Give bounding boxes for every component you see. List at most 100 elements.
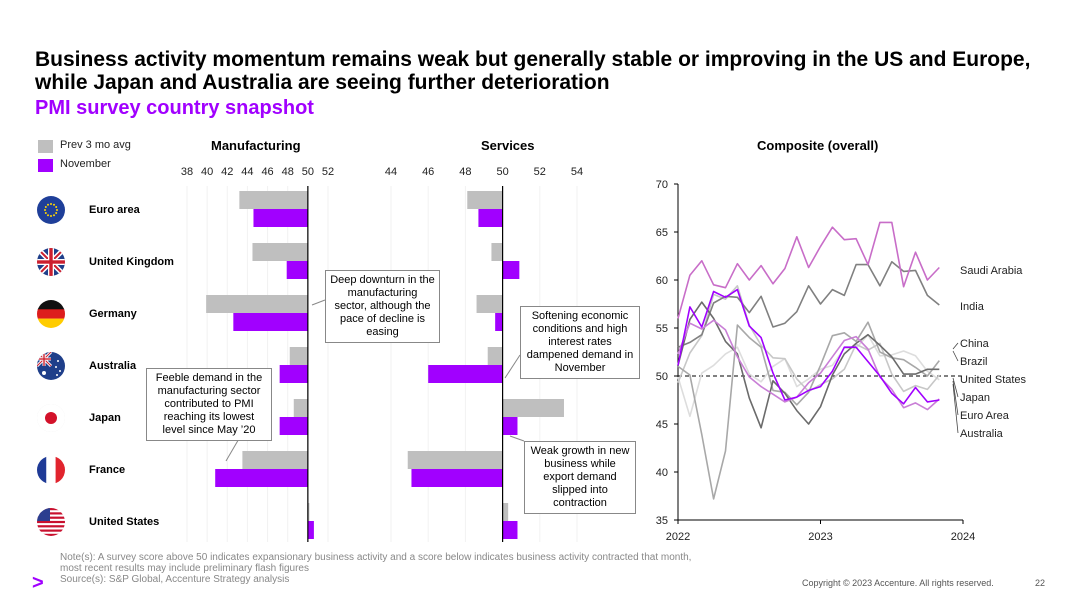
services-tick-label: 52 (534, 166, 546, 178)
manufacturing-tick-label: 50 (302, 166, 314, 178)
services-bar-november (428, 365, 503, 383)
footer-note: Note(s): A survey score above 50 indicat… (60, 552, 691, 585)
manufacturing-bar-november (279, 365, 308, 383)
composite-series-label: Brazil (960, 356, 988, 368)
services-bar-prev (476, 295, 503, 313)
services-bar-prev (491, 243, 503, 261)
composite-series-label: Japan (960, 392, 990, 404)
composite-title: Composite (overall) (757, 138, 879, 153)
services-tick-label: 48 (459, 166, 471, 178)
country-label-japan: Japan (89, 412, 121, 424)
composite-label-leader (952, 377, 959, 398)
accenture-logo: > (32, 572, 44, 594)
manufacturing-bar-prev (239, 191, 308, 209)
services-tick-label: 50 (496, 166, 508, 178)
services-bar-november (411, 469, 503, 487)
services-tick-label: 46 (422, 166, 434, 178)
services-bar-prev (407, 451, 503, 469)
composite-series-label: Saudi Arabia (960, 265, 1023, 277)
composite-x-tick-label: 2024 (951, 531, 975, 543)
us-flag-icon (37, 508, 65, 536)
services-bar-november (502, 521, 518, 539)
manufacturing-tick-label: 42 (221, 166, 233, 178)
germany-flag-icon (37, 300, 65, 328)
footer-note-line1: Note(s): A survey score above 50 indicat… (60, 552, 692, 563)
services-tick-label: 44 (385, 166, 397, 178)
country-label-france: France (89, 464, 126, 476)
legend-prev-label: Prev 3 mo avg (60, 139, 131, 151)
country-label-us: United States (89, 516, 160, 528)
manufacturing-bar-prev (293, 399, 308, 417)
composite-series-united-states (677, 301, 940, 429)
eu-flag-icon (37, 196, 65, 224)
composite-series-label: India (960, 301, 985, 313)
composite-series-japan (677, 333, 940, 418)
composite-series-label: Euro Area (960, 410, 1010, 422)
composite-series-brazil (677, 284, 940, 393)
services-bar-november (502, 261, 520, 279)
manufacturing-bar-prev (307, 503, 310, 521)
page-title: Business activity momentum remains weak … (35, 48, 1031, 94)
composite-series-label: China (960, 338, 990, 350)
services-bar-prev (487, 347, 503, 365)
callout-pointer-germany (311, 299, 326, 306)
callout-australia-services: Softening economic conditions and high i… (520, 306, 640, 379)
composite-series-saudi-arabia (677, 221, 940, 319)
manufacturing-bar-prev (242, 451, 308, 469)
composite-label-leader (952, 380, 959, 416)
manufacturing-title: Manufacturing (211, 138, 301, 153)
manufacturing-tick-label: 52 (322, 166, 334, 178)
manufacturing-tick-label: 38 (181, 166, 193, 178)
callout-pointer-australia (504, 354, 521, 379)
services-bar-november (502, 417, 518, 435)
manufacturing-bar-november (215, 469, 308, 487)
composite-series-euro-area (677, 319, 940, 411)
services-tick-label: 54 (571, 166, 583, 178)
composite-series-label: Australia (960, 428, 1004, 440)
composite-y-tick-label: 65 (656, 227, 668, 239)
manufacturing-tick-label: 40 (201, 166, 213, 178)
services-bar-november (495, 313, 503, 331)
manufacturing-bar-prev (206, 295, 308, 313)
composite-y-tick-label: 45 (656, 419, 668, 431)
country-label-uk: United Kingdom (89, 256, 174, 268)
callout-japan-services: Weak growth in new business while export… (524, 441, 636, 514)
manufacturing-bar-november (286, 261, 308, 279)
manufacturing-bar-november (279, 417, 308, 435)
manufacturing-tick-label: 48 (282, 166, 294, 178)
country-label-germany: Germany (89, 308, 137, 320)
composite-series-label: United States (960, 374, 1027, 386)
legend-prev-swatch (38, 140, 53, 153)
services-bar-prev (502, 503, 509, 521)
callout-pointer-japan-svc (509, 435, 525, 442)
page-number: 22 (1035, 578, 1046, 588)
composite-y-tick-label: 35 (656, 515, 668, 527)
copyright: Copyright © 2023 Accenture. All rights r… (802, 578, 994, 588)
legend-nov-swatch (38, 159, 53, 172)
manufacturing-bar-november (307, 521, 314, 539)
services-bar-prev (502, 399, 564, 417)
footer-source: Source(s): S&P Global, Accenture Strateg… (60, 574, 290, 585)
manufacturing-bar-prev (252, 243, 308, 261)
australia-flag-icon (37, 352, 65, 380)
composite-y-tick-label: 70 (656, 179, 668, 191)
manufacturing-bar-november (233, 313, 308, 331)
composite-x-tick-label: 2023 (808, 531, 832, 543)
japan-flag-icon (37, 404, 65, 432)
services-bar-prev (467, 191, 503, 209)
composite-label-leader (952, 383, 959, 434)
composite-label-leader (952, 342, 959, 350)
composite-label-leader (952, 350, 959, 362)
footer-note-line2: most recent results may include prelimin… (60, 563, 309, 574)
country-label-euro-area: Euro area (89, 204, 140, 216)
services-bar-november (478, 209, 503, 227)
france-flag-icon (37, 456, 65, 484)
manufacturing-tick-label: 46 (261, 166, 273, 178)
services-title: Services (481, 138, 535, 153)
composite-series-india (677, 260, 940, 348)
page-subtitle: PMI survey country snapshot (35, 97, 314, 119)
composite-y-tick-label: 55 (656, 323, 668, 335)
composite-y-tick-label: 60 (656, 275, 668, 287)
composite-y-tick-label: 40 (656, 467, 668, 479)
callout-japan-manufacturing: Feeble demand in the manufacturing secto… (146, 368, 272, 441)
